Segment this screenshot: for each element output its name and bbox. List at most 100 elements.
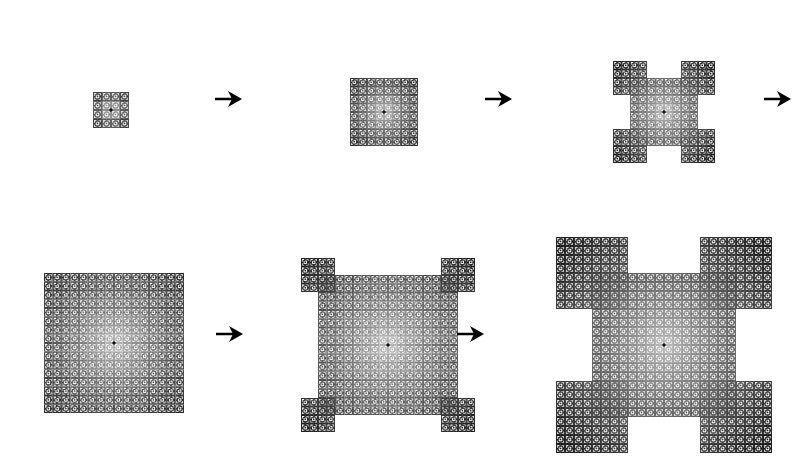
fractal-tile [335, 336, 345, 345]
fractal-tile [754, 399, 763, 408]
fractal-tile [423, 318, 432, 328]
fractal-tile [638, 86, 647, 95]
fractal-tile [718, 426, 727, 435]
fractal-tile [87, 404, 97, 413]
fractal-tile [664, 381, 673, 390]
fractal-tile [763, 435, 772, 444]
fractal-tile [44, 316, 53, 326]
fractal-tile [689, 69, 698, 78]
fractal-tile [392, 120, 401, 129]
fractal-tile [52, 404, 62, 413]
fractal-tile [655, 318, 664, 327]
fractal-tile [96, 351, 106, 361]
fractal-tile [440, 345, 450, 354]
fractal-tile [96, 386, 106, 396]
fractal-tile [79, 299, 88, 308]
fractal-tile [745, 291, 754, 300]
fractal-tile [401, 137, 410, 146]
fractal-tile [122, 290, 132, 300]
fractal-tile [664, 399, 673, 408]
fractal-tile [335, 327, 345, 337]
fractal-tile [718, 417, 727, 426]
fractal-tile [574, 435, 583, 444]
fractal-tile [664, 336, 673, 345]
fractal-tile [718, 318, 727, 327]
fractal-tile [326, 318, 336, 328]
fractal-tile [309, 283, 318, 292]
fractal-tile [140, 308, 149, 317]
fractal-tile [52, 378, 62, 387]
fractal-tile [166, 395, 176, 405]
fractal-tile [79, 281, 88, 291]
fractal-tile [673, 273, 682, 282]
fractal-tile [131, 395, 141, 405]
fractal-tile [384, 103, 393, 112]
fractal-tile [718, 300, 727, 309]
fractal-tile [361, 292, 371, 302]
fractal-tile [344, 406, 353, 415]
fractal-tile [763, 444, 772, 453]
fractal-tile [601, 354, 610, 363]
fractal-tile [610, 417, 619, 426]
center-dot [109, 108, 113, 112]
fractal-tile [718, 345, 727, 354]
fractal-tile [149, 308, 158, 317]
fractal-tile [175, 325, 184, 335]
fractal-tile [157, 325, 167, 335]
fractal-tile [370, 275, 380, 284]
fractal-tile [423, 336, 432, 345]
fractal-tile [131, 290, 141, 300]
fractal-tile [396, 406, 406, 415]
fractal-tile [140, 316, 149, 326]
fractal-tile [361, 380, 371, 389]
fractal-tile [700, 300, 709, 309]
fractal-tile [630, 146, 639, 155]
right-arrow-icon [215, 91, 242, 107]
fractal-tile [691, 381, 700, 390]
fractal-tile [405, 388, 415, 398]
fractal-tile [646, 372, 655, 381]
fractal-tile [157, 386, 167, 396]
fractal-tile [405, 310, 415, 319]
fractal-tile [610, 264, 619, 273]
fractal-tile [664, 120, 673, 129]
fractal-tile [449, 380, 458, 389]
fractal-tile [52, 316, 62, 326]
fractal-tile [682, 309, 691, 318]
right-arrow-icon [457, 326, 484, 342]
fractal-tile [388, 310, 397, 319]
fractal-tile [96, 395, 106, 405]
fractal-tile [664, 318, 673, 327]
fractal-tile [637, 336, 646, 345]
fractal-tile [466, 266, 475, 275]
fractal-tile [409, 112, 418, 121]
fractal-tile [396, 380, 406, 389]
fractal-tile [414, 362, 423, 372]
fractal-tile [691, 372, 700, 381]
fractal-tile [409, 95, 418, 104]
fractal-tile [79, 378, 88, 387]
fractal-tile [574, 381, 583, 390]
fractal-tile [396, 353, 406, 363]
fractal-tile [638, 69, 647, 78]
fractal-tile [79, 343, 88, 352]
fractal-tile [405, 301, 415, 310]
fractal-tile [619, 345, 628, 354]
fractal-tile [405, 397, 415, 407]
fractal-tile [120, 119, 129, 128]
fractal-tile [610, 345, 619, 354]
fractal-tile [166, 290, 176, 300]
fractal-tile [414, 371, 423, 380]
fractal-tile [601, 336, 610, 345]
fractal-tile [681, 137, 690, 146]
fractal-tile [619, 336, 628, 345]
fractal-tile [44, 404, 53, 413]
fractal-tile [309, 406, 318, 415]
fractal-tile [689, 137, 698, 146]
fractal-tile [628, 372, 637, 381]
fractal-tile [96, 290, 106, 300]
fractal-tile [745, 237, 754, 246]
fractal-tile [673, 309, 682, 318]
fractal-tile [449, 371, 458, 380]
fractal-tile [466, 398, 475, 407]
